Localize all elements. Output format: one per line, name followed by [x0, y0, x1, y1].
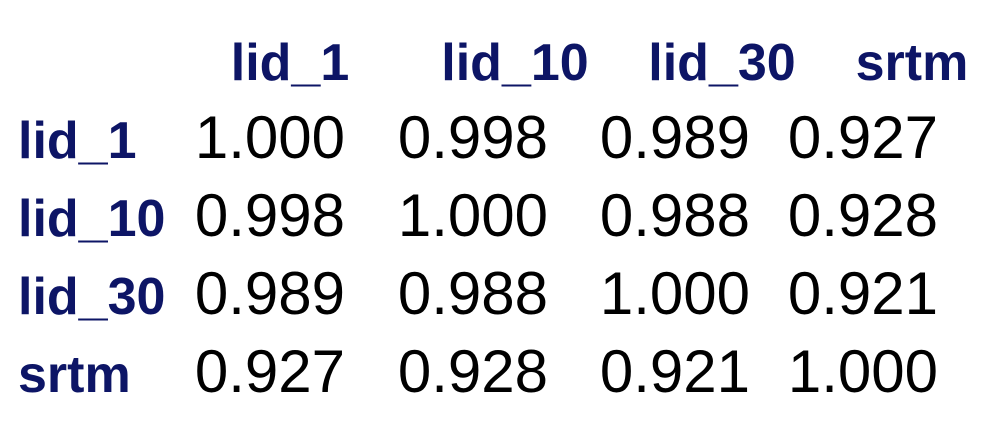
- column-header-srtm: srtm: [856, 34, 969, 92]
- cell-value-r3-c2: 0.988: [398, 260, 548, 327]
- cell-value-r2-c2: 1.000: [398, 182, 548, 249]
- cell-value-r4-c4: 1.000: [788, 338, 938, 405]
- row-headers: lid_1 lid_10 lid_30 srtm: [18, 112, 165, 404]
- cell-value-r3-c3: 1.000: [600, 260, 750, 327]
- cell-value-r3-c4: 0.921: [788, 260, 938, 327]
- cell-value-r1-c3: 0.989: [600, 104, 750, 171]
- column-headers: lid_1 lid_10 lid_30 srtm: [231, 34, 969, 92]
- cell-value-r2-c1: 0.998: [195, 182, 345, 249]
- row-header-lid-1: lid_1: [18, 112, 137, 170]
- column-header-lid-1: lid_1: [231, 34, 350, 92]
- cell-value-r1-c1: 1.000: [195, 104, 345, 171]
- cell-value-r3-c1: 0.989: [195, 260, 345, 327]
- cell-value-r1-c4: 0.927: [788, 104, 938, 171]
- cell-value-r2-c4: 0.928: [788, 182, 938, 249]
- row-header-lid-10: lid_10: [18, 190, 165, 248]
- cell-value-r4-c2: 0.928: [398, 338, 548, 405]
- row-header-lid-30: lid_30: [18, 268, 165, 326]
- matrix-cells: 1.000 0.998 0.989 0.927 0.998 1.000 0.988 0.928…: [195, 104, 938, 405]
- column-header-lid-10: lid_10: [441, 34, 588, 92]
- cell-value-r4-c1: 0.927: [195, 338, 345, 405]
- cell-value-r4-c3: 0.921: [600, 338, 750, 405]
- row-header-srtm: srtm: [18, 346, 131, 404]
- cell-value-r2-c3: 0.988: [600, 182, 750, 249]
- column-header-lid-30: lid_30: [648, 34, 795, 92]
- cell-value-r1-c2: 0.998: [398, 104, 548, 171]
